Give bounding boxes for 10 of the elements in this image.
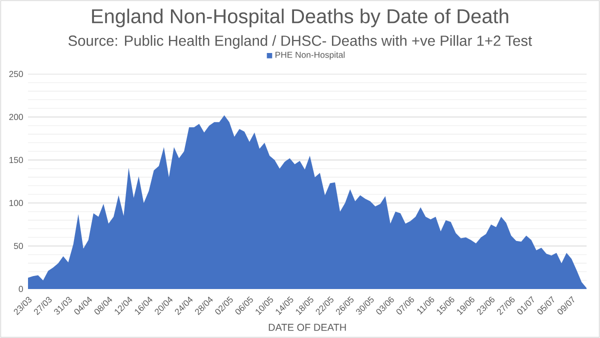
y-tick-label: 100 xyxy=(10,200,23,206)
chart-title: England Non-Hospital Deaths by Date of Death xyxy=(92,8,508,28)
chart-subtitle: Source: Public Health England / DHSC- Deaths with +ve Pillar 1+2 Test xyxy=(68,35,532,49)
legend-label: PHE Non-Hospital xyxy=(276,52,345,60)
y-tick-label: 200 xyxy=(9,114,23,120)
y-tick-label: 150 xyxy=(10,156,23,164)
y-tick-label: 250 xyxy=(9,70,23,78)
y-tick-label: 50 xyxy=(14,242,23,250)
x-axis-title: DATE OF DEATH xyxy=(268,324,346,331)
y-tick-label: 0 xyxy=(18,286,23,292)
